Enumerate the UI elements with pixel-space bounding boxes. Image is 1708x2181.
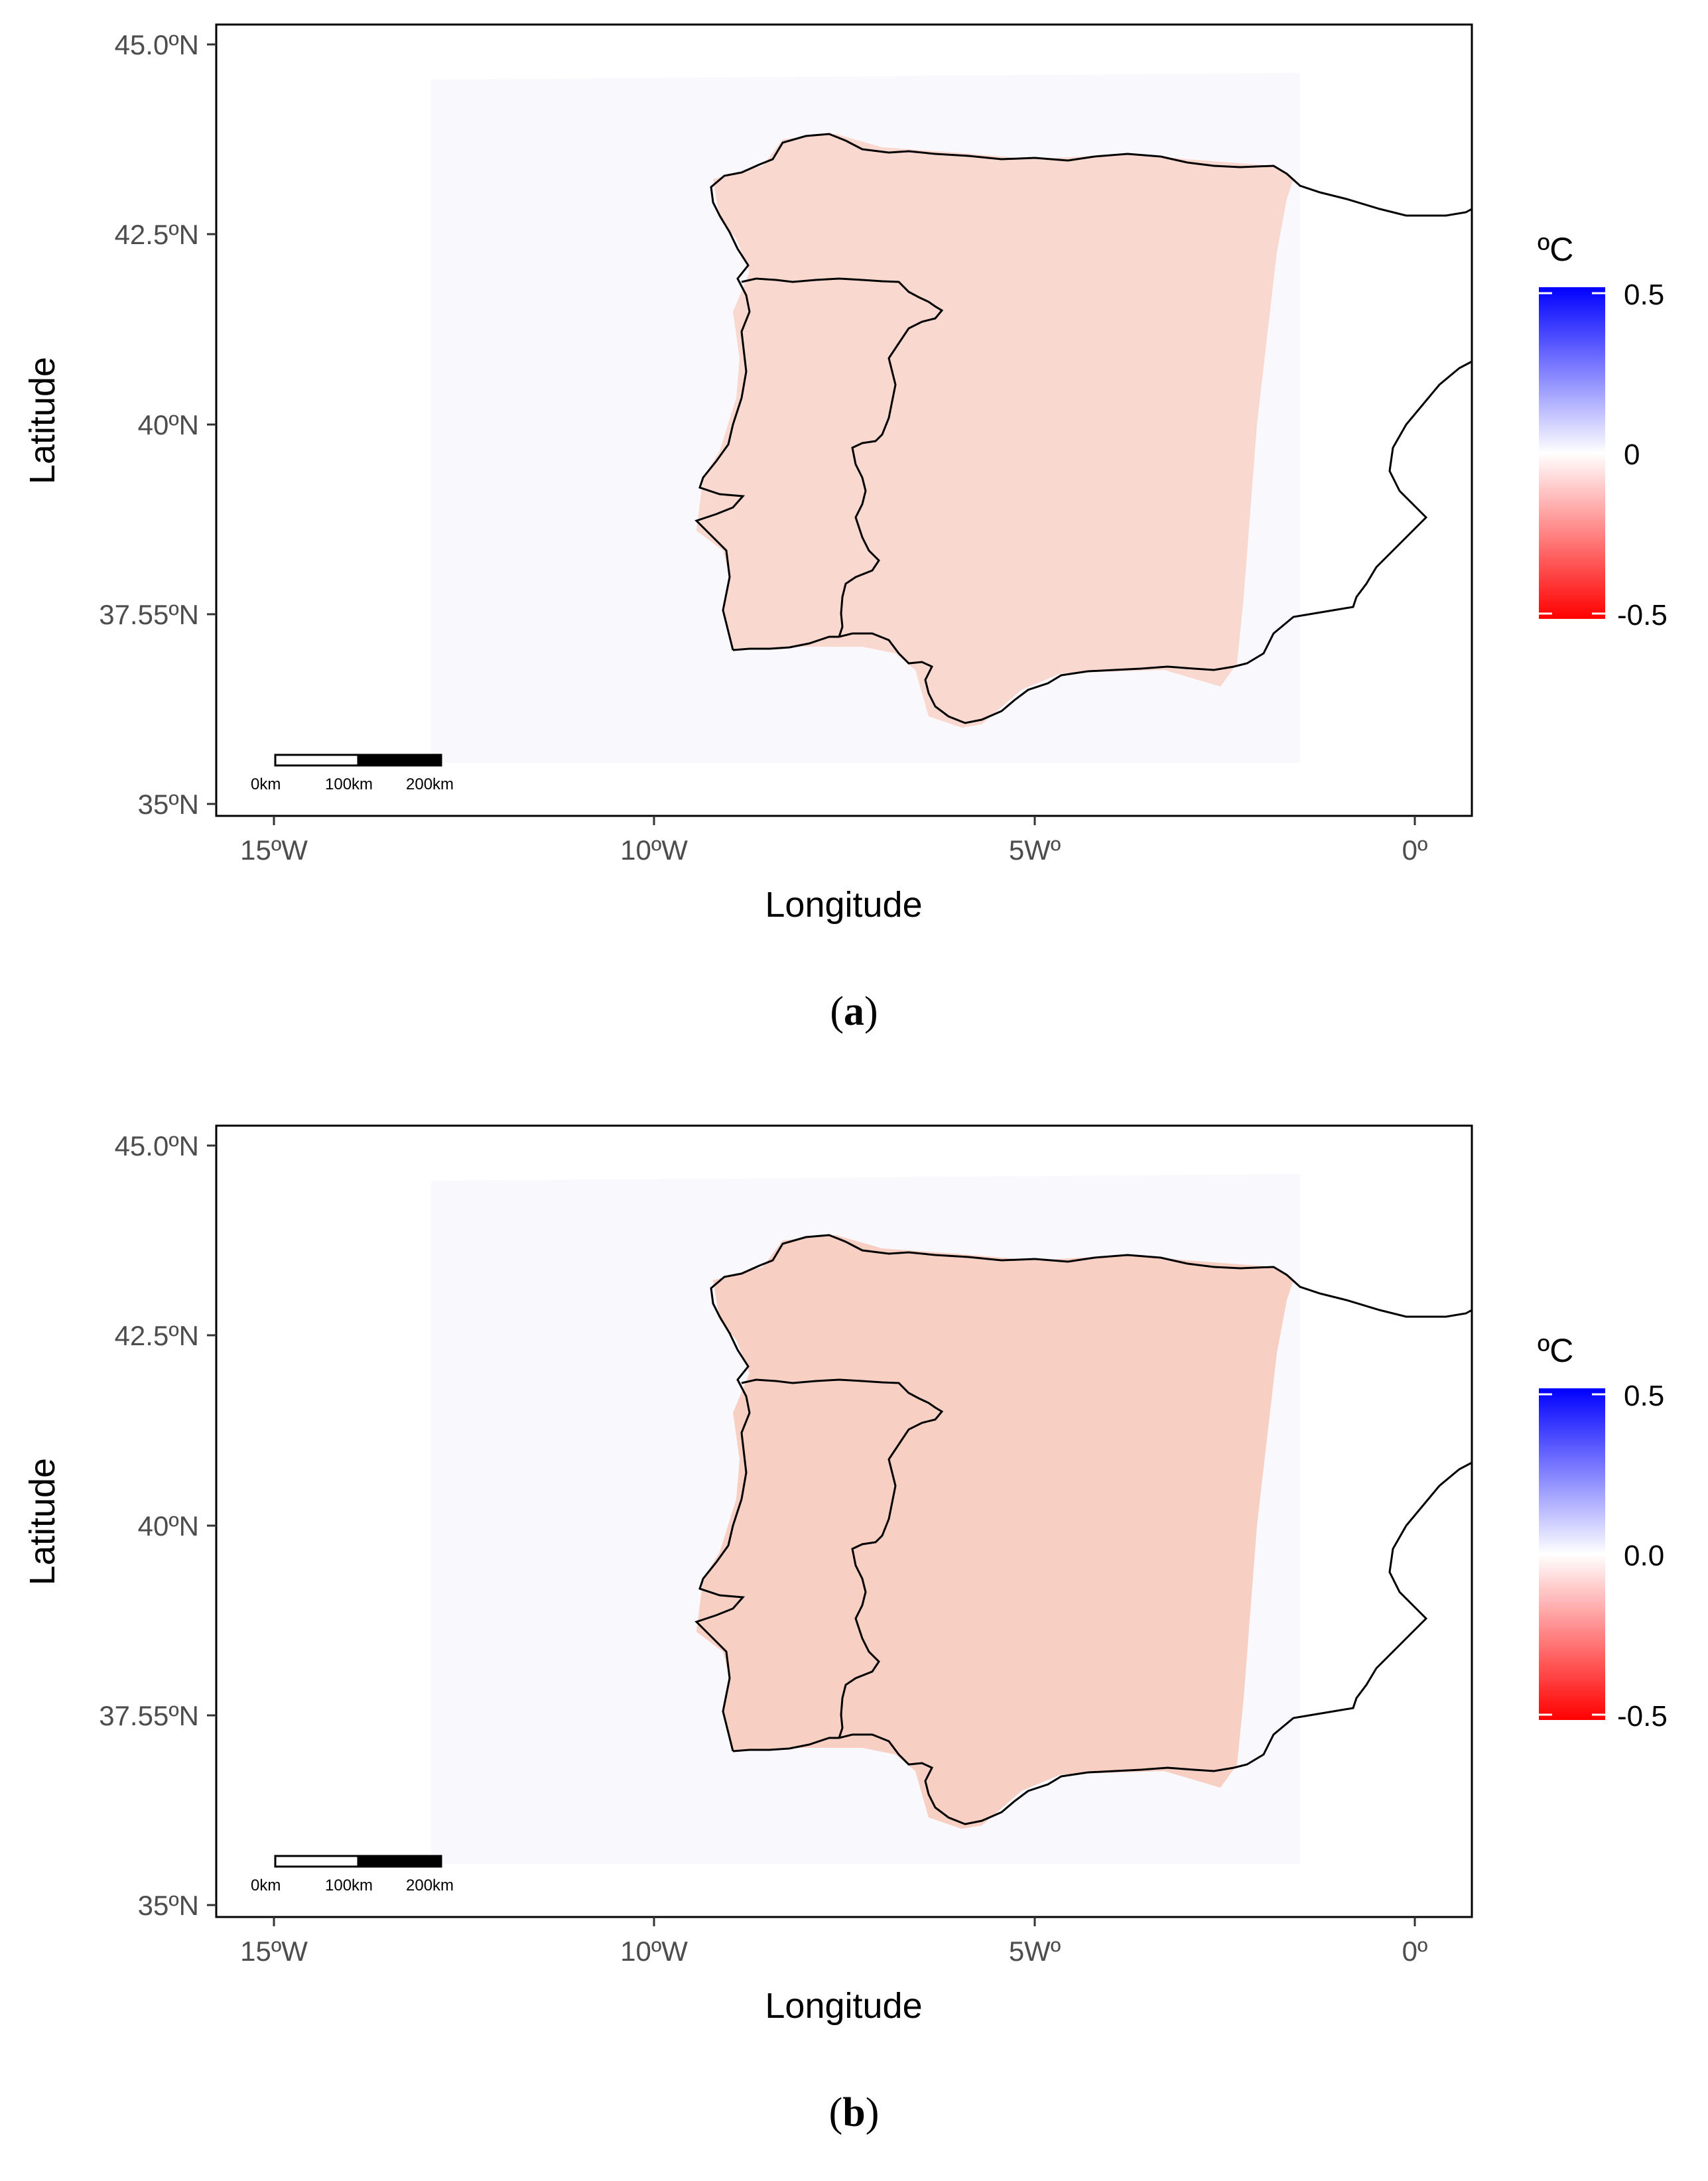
scale-bar-black-segment <box>357 1855 442 1868</box>
y-tick-label: 45.0ºN <box>115 29 199 60</box>
x-tick-label: 15ºW <box>240 834 308 866</box>
colorbar-legend: ºC 0.5 0.0 -0.5 <box>1538 1332 1668 1733</box>
y-tick-label: 40ºN <box>138 409 199 440</box>
scale-label-100: 100km <box>325 1877 373 1894</box>
caption-letter: a <box>844 989 864 1034</box>
x-axis <box>273 1917 1416 1926</box>
y-axis-title: Latitude <box>23 357 62 484</box>
plot-border <box>215 23 1473 817</box>
legend-label-max: 0.5 <box>1624 279 1664 311</box>
x-tick-label: 0º <box>1402 834 1428 866</box>
x-tick-label: 15ºW <box>240 1936 308 1967</box>
legend-label-max: 0.5 <box>1624 1380 1664 1412</box>
x-tick-label: 5Wº <box>1009 834 1061 866</box>
map-figure: 0km 100km 200km 45.0ºN 42.5ºN 40ºN 37.55… <box>23 23 1668 925</box>
coastline-outline <box>694 133 1472 724</box>
scale-label-0: 0km <box>251 775 281 793</box>
y-tick-label: 35ºN <box>138 789 199 820</box>
x-tick-label: 0º <box>1402 1936 1428 1967</box>
scale-label-200: 200km <box>406 1877 454 1894</box>
y-tick-label: 40ºN <box>138 1510 199 1542</box>
y-tick-label: 45.0ºN <box>115 1130 199 1161</box>
legend-title: ºC <box>1538 231 1573 268</box>
map-figure: 0km 100km 200km 45.0ºN 42.5ºN 40ºN 37.55… <box>23 1124 1668 2026</box>
scale-bar: 0km 100km 200km <box>251 1855 454 1894</box>
y-tick-label: 37.55ºN <box>99 599 199 630</box>
scale-bar-white-segment <box>274 754 360 767</box>
legend-label-min: -0.5 <box>1617 1700 1668 1733</box>
caption-letter: b <box>842 2090 866 2135</box>
colorbar-legend: ºC 0.5 0 -0.5 <box>1538 231 1668 631</box>
x-axis-title: Longitude <box>765 1986 922 2026</box>
temperature-anomaly-fill <box>696 134 1293 728</box>
panel-caption-b: (b) <box>828 2090 880 2135</box>
scale-label-200: 200km <box>406 775 454 793</box>
x-tick-label: 10ºW <box>620 1936 688 1967</box>
panel-caption-a: (a) <box>830 989 878 1034</box>
scale-bar-black-segment <box>357 754 442 767</box>
y-tick-label: 35ºN <box>138 1890 199 1921</box>
x-tick-label: 5Wº <box>1009 1936 1061 1967</box>
scale-bar: 0km 100km 200km <box>251 754 454 793</box>
y-axis <box>207 1144 216 1906</box>
y-tick-label: 42.5ºN <box>115 1320 199 1351</box>
legend-label-min: -0.5 <box>1617 599 1668 631</box>
x-tick-label: 10ºW <box>620 834 688 866</box>
scale-label-100: 100km <box>325 775 373 793</box>
y-axis-title: Latitude <box>23 1458 62 1585</box>
y-tick-label: 42.5ºN <box>115 219 199 250</box>
legend-title: ºC <box>1538 1332 1573 1369</box>
map-panel-b: 0km 100km 200km 45.0ºN 42.5ºN 40ºN 37.55… <box>0 1101 1708 2181</box>
map-panel-a: 0km 100km 200km 45.0ºN 42.5ºN 40ºN 37.55… <box>0 0 1708 1080</box>
legend-label-mid: 0.0 <box>1624 1540 1664 1572</box>
temperature-anomaly-fill <box>696 1235 1293 1829</box>
y-axis <box>207 43 216 805</box>
y-tick-label: 37.55ºN <box>99 1700 199 1731</box>
plot-border <box>215 1124 1473 1918</box>
legend-label-mid: 0 <box>1624 438 1640 471</box>
scale-label-0: 0km <box>251 1877 281 1894</box>
x-axis-title: Longitude <box>765 885 922 925</box>
scale-bar-white-segment <box>274 1855 360 1868</box>
coastline-outline <box>694 1234 1472 1825</box>
x-axis <box>273 816 1416 825</box>
